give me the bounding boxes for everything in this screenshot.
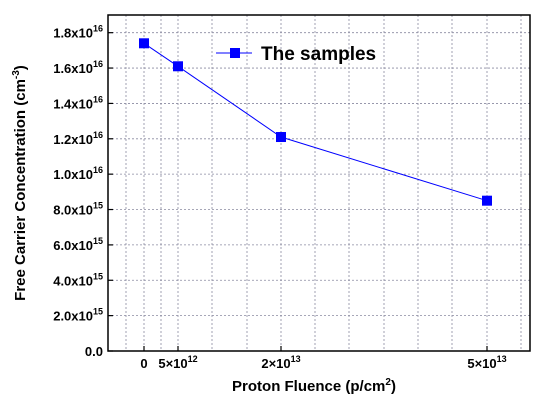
y-tick-label: 4.0x1015 [53,271,103,288]
axis-ticks [108,32,488,352]
legend-label: The samples [261,44,376,65]
data-point-marker [276,132,286,143]
x-axis-title-exp: 2 [385,377,391,388]
y-axis-title-exp: -3 [11,70,22,79]
y-tick-label: 6.0x1015 [53,236,103,253]
y-axis-title-suffix: ) [12,65,29,70]
x-tick-label: 5×1012 [158,354,197,371]
x-axis-title-text: Proton Fluence (p/cm [232,378,385,395]
y-axis-title: Free Carrier Concentration (cm-3) [11,65,29,301]
y-tick-label: 8.0x1015 [53,201,103,218]
legend-marker-swatch [230,48,240,58]
y-tick-label: 1.8x1016 [53,24,103,41]
y-axis-title-text: Free Carrier Concentration (cm [12,79,29,301]
y-tick-label: 1.6x1016 [53,59,103,76]
y-tick-label: 1.0x1016 [53,165,103,182]
x-axis-title: Proton Fluence (p/cm2) [232,377,396,395]
series-line [143,42,488,202]
data-point-marker [173,61,183,72]
data-series [139,38,492,206]
x-tick-label: 5×1013 [467,354,506,371]
x-tick-label: 2×1013 [261,354,300,371]
x-tick-label: 0 [140,356,147,371]
grid [108,15,530,351]
y-tick-label: 1.4x1016 [53,94,103,111]
legend: The samples [216,44,376,65]
x-axis-title-suffix: ) [391,378,396,395]
data-point-marker [139,38,149,49]
y-tick-labels: 0.0 2.0x1015 4.0x1015 6.0x1015 8.0x1015 1.0x1… [53,24,103,359]
y-tick-label: 1.2x1016 [53,130,103,147]
data-point-marker [482,195,492,206]
y-tick-label: 0.0 [85,344,103,359]
y-tick-label: 2.0x1015 [53,307,103,324]
x-tick-labels: 0 5×1012 2×1013 5×1013 [140,354,506,371]
plot-frame [107,14,531,352]
